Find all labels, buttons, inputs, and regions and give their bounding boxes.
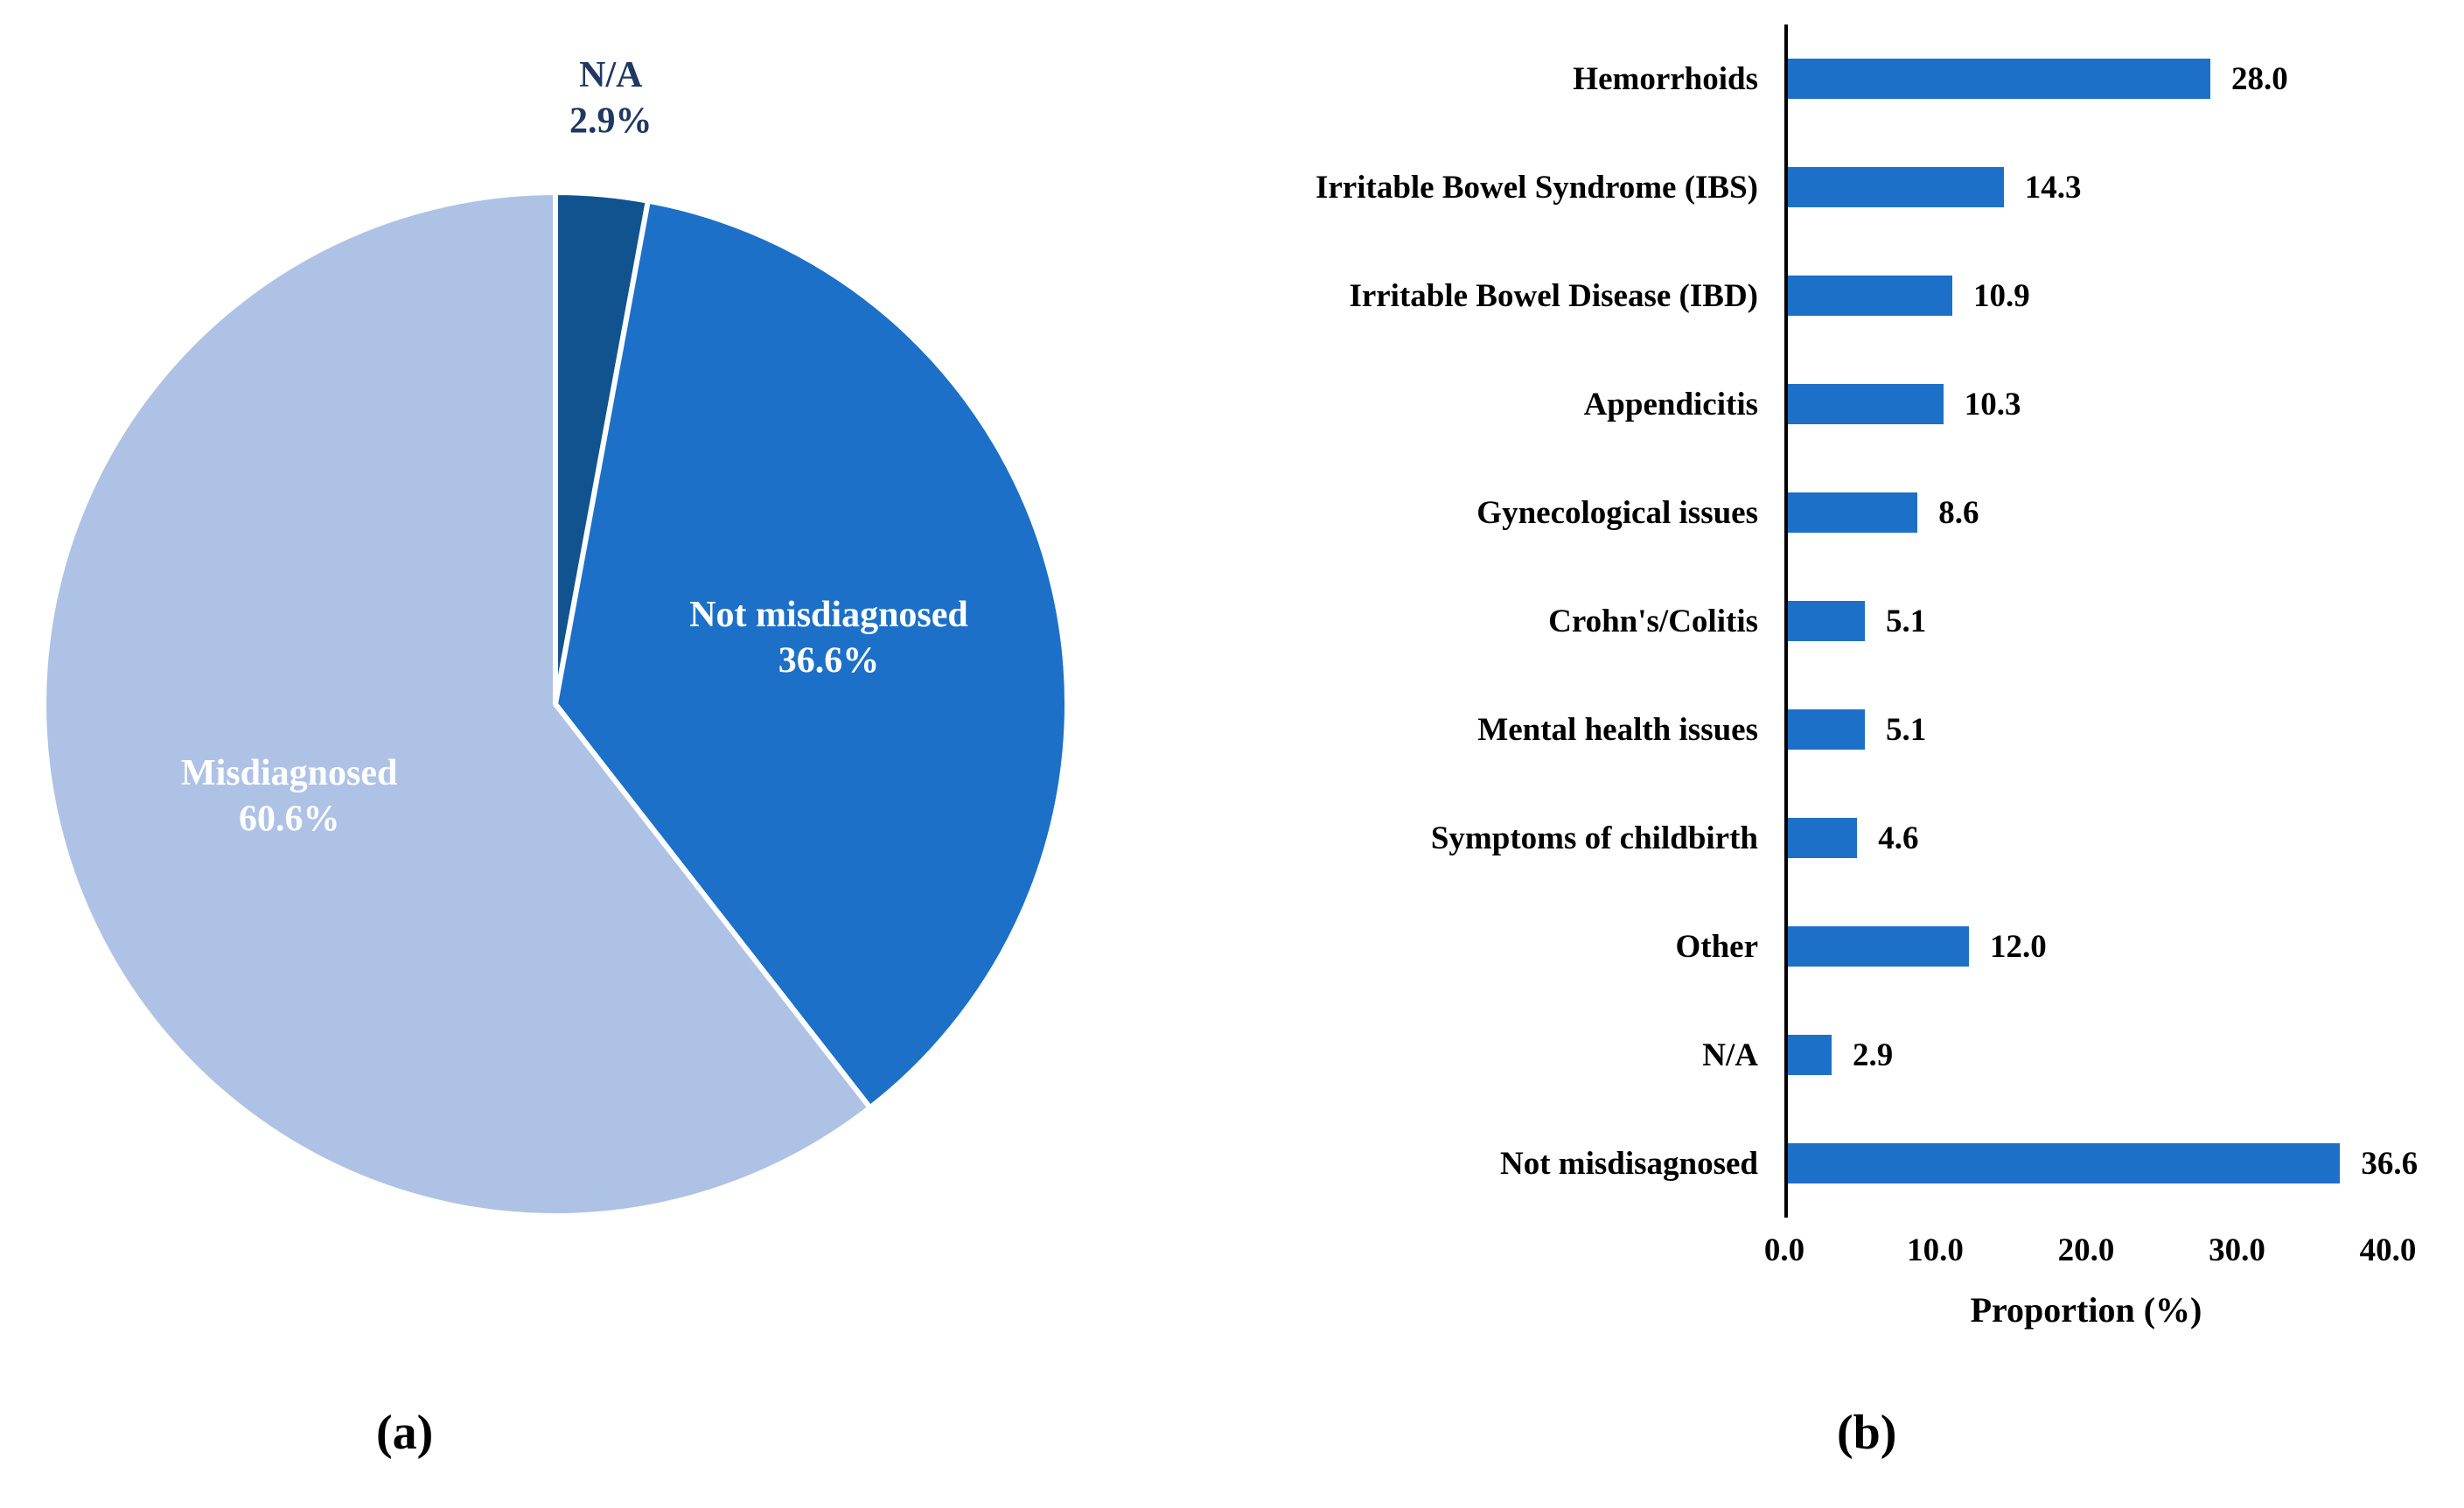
bar-plot-area: 28.0 14.3 10.9 10.3 8.6 5.1 5.1 4.6 12.0 2.9 36.6 … [1764,24,2464,1330]
bar-value-label: 5.1 [1886,711,1927,748]
bar-category-label: Hemorrhoids [1573,60,1758,97]
bar-category-label: N/A [1702,1037,1758,1073]
bars-area: 28.0 14.3 10.9 10.3 8.6 5.1 5.1 4.6 12.0 2.9 36.6 [1784,24,2464,1218]
caption-a: (a) [376,1406,434,1460]
bar-chart: Hemorrhoids Irritable Bowel Syndrome (IBS… [1207,24,2464,1330]
bar-row: 8.6 [1788,458,2464,567]
bar-category-label: Symptoms of childbirth [1430,820,1758,856]
bar-row: 14.3 [1788,133,2464,241]
pie-label-not-misdiagnosed: Not misdiagnosed 36.6% [689,595,968,681]
pie-label-misdiagnosed: Misdiagnosed 60.6% [181,753,397,840]
bar [1788,492,1918,533]
bar-category-label: Irritable Bowel Syndrome (IBS) [1315,169,1758,206]
pie-slice-not-misdiagnosed [553,198,1070,1111]
bar [1788,167,2004,207]
x-tick-label: 30.0 [2209,1232,2265,1268]
bar-category-label: Appendicitis [1583,386,1758,422]
bar-category-labels: Hemorrhoids Irritable Bowel Syndrome (IBS… [1207,24,1784,1330]
x-tick-label: 0.0 [1763,1232,1805,1268]
bar-category-label: Other [1675,928,1758,965]
bar-category-label: Mental health issues [1477,711,1758,748]
bar-value-label: 12.0 [1990,928,2047,965]
bar-value-label: 10.3 [1964,386,2021,422]
bar-row: 4.6 [1788,784,2464,892]
bar [1788,59,2210,99]
bar-category-label: Gynecological issues [1476,494,1758,531]
x-tick-label: 40.0 [2359,1232,2417,1268]
bar-row: 2.9 [1788,1001,2464,1109]
bar [1788,926,1969,967]
bar-category-label: Not misdisagnosed [1499,1145,1758,1182]
bar [1788,1035,1832,1075]
bar-value-label: 28.0 [2231,60,2288,97]
bar-value-label: 4.6 [1878,820,1919,856]
bar-row: 28.0 [1788,24,2464,133]
bar-value-label: 36.6 [2361,1145,2419,1182]
bar-row: 10.9 [1788,241,2464,350]
bar [1788,276,1952,316]
pie-slice-misdiagnosed [41,190,873,1218]
x-tick-label: 10.0 [1907,1232,1964,1268]
bar [1788,1143,2341,1183]
x-axis-ticks: 0.0 10.0 20.0 30.0 40.0 [1764,1232,2417,1282]
bar-category-label: Irritable Bowel Disease (IBD) [1349,277,1758,314]
bar [1788,601,1865,641]
bar [1788,709,1865,750]
bar-row: 5.1 [1788,567,2464,675]
bar-category-label: Crohn's/Colitis [1548,603,1758,639]
bar-row: 12.0 [1788,892,2464,1001]
bar-value-label: 14.3 [2024,169,2082,206]
bar-row: 5.1 [1788,675,2464,784]
x-axis-label: Proportion (%) [1970,1290,2202,1330]
caption-b: (b) [1837,1406,1897,1460]
bar-row: 36.6 [1788,1109,2464,1218]
bar [1788,384,1944,424]
bar-value-label: 5.1 [1886,603,1927,639]
bar-row: 10.3 [1788,350,2464,458]
bar-value-label: 8.6 [1938,494,1979,531]
pie-label-n-a: N/A 2.9% [569,55,653,142]
bar-value-label: 10.9 [1973,277,2030,314]
pie-chart: N/A 2.9% Not misdiagnosed 36.6% Misdiagnosed… [41,55,1070,1218]
x-tick-label: 20.0 [2057,1232,2115,1268]
bar-value-label: 2.9 [1853,1037,1894,1073]
bar [1788,818,1858,858]
